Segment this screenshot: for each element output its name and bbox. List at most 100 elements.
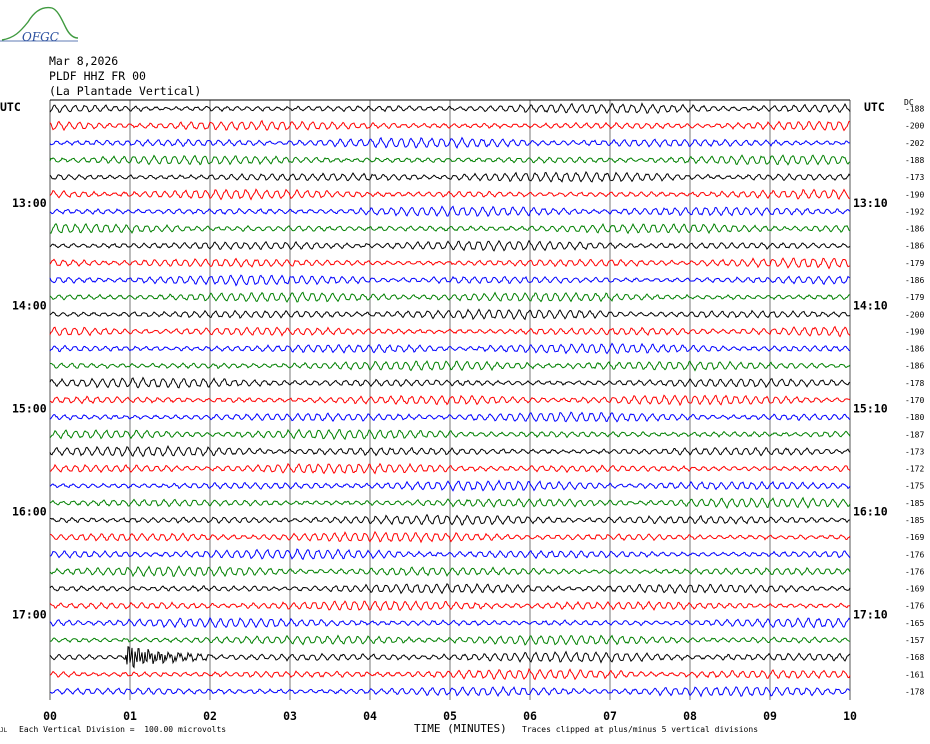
- utc-left-label: UTC: [0, 100, 21, 114]
- corner-mark: JL: [0, 727, 8, 734]
- dc-offset-label: -190: [905, 327, 924, 336]
- dc-offset-label: -169: [905, 533, 924, 542]
- trace-row-31: [49, 634, 851, 646]
- trace-row-23: [49, 496, 851, 510]
- trace-row-34: [49, 685, 851, 698]
- trace-row-30: [49, 616, 851, 629]
- dc-offset-label: -180: [905, 413, 924, 422]
- trace-row-5: [49, 188, 851, 201]
- date-label: Mar 8,2026: [49, 54, 119, 68]
- x-tick-label: 03: [283, 709, 297, 723]
- trace-row-2: [49, 136, 851, 149]
- trace-row-29: [49, 600, 851, 612]
- trace-row-17: [49, 394, 851, 407]
- dc-offset-label: -202: [905, 139, 924, 148]
- dc-offset-label: -185: [905, 499, 924, 508]
- x-tick-label: 01: [123, 709, 137, 723]
- dc-offset-label: -170: [905, 396, 924, 405]
- dc-offset-label: -178: [905, 687, 924, 696]
- dc-offset-label: -187: [905, 430, 924, 439]
- trace-row-32: [49, 646, 851, 669]
- trace-row-3: [49, 154, 851, 166]
- logo-text: OFGC: [22, 30, 59, 44]
- trace-row-16: [49, 376, 851, 389]
- station-label: PLDF HHZ FR 00: [49, 69, 146, 83]
- trace-row-0: [49, 102, 851, 115]
- dc-offset-label: -186: [905, 362, 924, 371]
- trace-row-15: [50, 360, 851, 372]
- dc-offset-label: -157: [905, 636, 924, 645]
- x-tick-label: 09: [763, 709, 777, 723]
- dc-offset-label: -175: [905, 482, 924, 491]
- x-tick-label: 00: [43, 709, 57, 723]
- dc-offset-label: -186: [905, 345, 924, 354]
- dc-offset-label: -200: [905, 122, 924, 131]
- x-tick-label: 08: [683, 709, 697, 723]
- trace-row-25: [49, 530, 851, 544]
- dc-offset-label: -186: [905, 242, 924, 251]
- dc-offset-label: -200: [905, 310, 924, 319]
- clip-note: Traces clipped at plus/minus 5 vertical …: [522, 725, 759, 734]
- x-axis-title: TIME (MINUTES): [414, 722, 507, 735]
- dc-offset-label: -169: [905, 585, 924, 594]
- x-tick-label: 04: [363, 709, 377, 723]
- dc-offset-label: -178: [905, 379, 924, 388]
- trace-row-19: [49, 428, 851, 441]
- x-tick-label: 02: [203, 709, 217, 723]
- trace-row-33: [49, 668, 851, 681]
- scale-note: Each Vertical Division = 100.00 microvol…: [19, 725, 227, 734]
- right-time-label: 17:10: [853, 607, 888, 621]
- trace-row-13: [49, 325, 851, 338]
- site-label: (La Plantade Vertical): [49, 84, 202, 98]
- dc-offset-label: -179: [905, 293, 924, 302]
- dc-offset-label: -176: [905, 567, 924, 576]
- dc-offset-label: -188: [905, 105, 924, 114]
- dc-offset-label: -192: [905, 207, 924, 216]
- trace-row-9: [49, 257, 851, 270]
- trace-row-22: [49, 479, 851, 492]
- left-time-label: 16:00: [12, 504, 47, 518]
- trace-row-11: [49, 291, 851, 303]
- x-tick-label: 05: [443, 709, 457, 723]
- left-time-label: 13:00: [12, 196, 47, 210]
- dc-offset-label: -185: [905, 516, 924, 525]
- dc-offset-label: -173: [905, 173, 924, 182]
- right-time-label: 13:10: [853, 196, 888, 210]
- trace-row-4: [49, 171, 851, 183]
- dc-offset-label: -176: [905, 602, 924, 611]
- trace-row-28: [49, 583, 851, 595]
- trace-row-1: [49, 119, 851, 132]
- right-time-label: 16:10: [853, 504, 888, 518]
- dc-offset-label: -161: [905, 670, 924, 679]
- trace-row-27: [49, 565, 851, 578]
- trace-row-6: [49, 205, 851, 218]
- dc-offset-label: -173: [905, 447, 924, 456]
- x-tick-label: 06: [523, 709, 537, 723]
- dc-offset-label: -179: [905, 259, 924, 268]
- dc-offset-label: -165: [905, 619, 924, 628]
- trace-row-26: [49, 548, 851, 561]
- trace-row-21: [49, 462, 851, 475]
- left-time-label: 14:00: [12, 299, 47, 313]
- dc-offset-label: -168: [905, 653, 924, 662]
- right-time-label: 14:10: [853, 299, 888, 313]
- left-time-label: 15:00: [12, 402, 47, 416]
- dc-offset-label: -188: [905, 156, 924, 165]
- ofgc-logo: OFGC: [0, 2, 79, 44]
- trace-row-10: [49, 274, 851, 287]
- trace-row-8: [49, 239, 851, 252]
- trace-row-24: [49, 513, 850, 526]
- utc-right-label: UTC: [864, 100, 885, 114]
- trace-row-7: [49, 222, 851, 235]
- trace-row-18: [49, 411, 851, 423]
- dc-offset-label: -190: [905, 190, 924, 199]
- dc-offset-label: -176: [905, 550, 924, 559]
- right-time-label: 15:10: [853, 402, 888, 416]
- x-tick-label: 07: [603, 709, 617, 723]
- trace-row-12: [49, 308, 851, 321]
- trace-row-14: [49, 342, 851, 355]
- dc-offset-label: -186: [905, 225, 924, 234]
- trace-row-20: [49, 444, 851, 458]
- dc-offset-label: -172: [905, 465, 924, 474]
